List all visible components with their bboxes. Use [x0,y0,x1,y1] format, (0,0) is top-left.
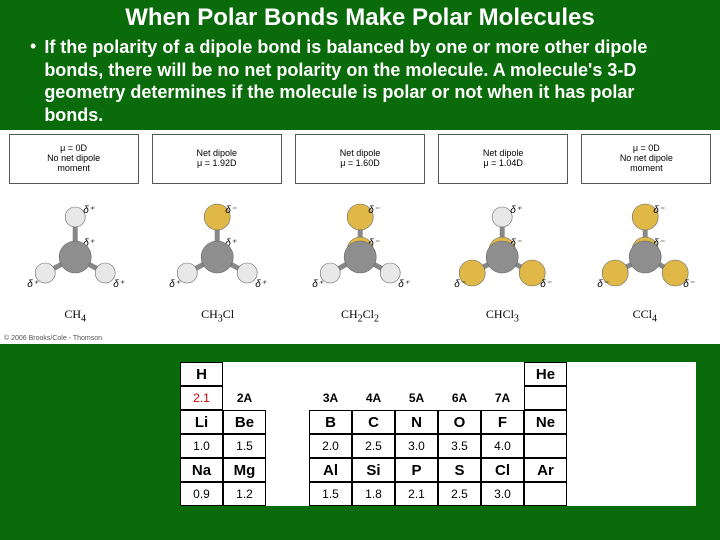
svg-text:δ⁻: δ⁻ [226,205,238,216]
svg-text:δ⁻: δ⁻ [683,279,695,290]
en-Ne-val [524,434,567,458]
svg-text:δ⁺: δ⁺ [398,279,410,290]
en-B-val: 2.0 [309,434,352,458]
molecule-label: CH2Cl2 [341,307,379,324]
en-Be-val: 1.5 [223,434,266,458]
molecule-label: CH3Cl [201,307,234,324]
svg-text:δ⁺: δ⁺ [27,279,39,290]
svg-text:δ⁺: δ⁺ [83,205,95,216]
en-Mg-val: 1.2 [223,482,266,506]
en-P: P [395,458,438,482]
molecule-label: CHCl3 [486,307,519,324]
en-H: H [180,362,223,386]
en-He: He [524,362,567,386]
en-Al-val: 1.5 [309,482,352,506]
en-Ne: Ne [524,410,567,434]
en-N-val: 3.0 [395,434,438,458]
en-Na: Na [180,458,223,482]
svg-text:δ⁻: δ⁻ [454,279,466,290]
en-Ar: Ar [524,458,567,482]
en-row: Li1.0Be1.5 B2.0C2.5N3.0O3.5F4.0Ne [180,410,696,458]
en-F: F [481,410,524,434]
grp-5A: 5A [395,386,438,410]
grp-2A: 2A [223,386,266,410]
slide-title: When Polar Bonds Make Polar Molecules [0,0,720,34]
bullet-row: • If the polarity of a dipole bond is ba… [0,34,720,130]
dipole-box-3: Net dipoleμ = 1.04D [438,134,568,184]
en-row: Na0.9Mg1.2 Al1.5Si1.8P2.1S2.5Cl3.0Ar [180,458,696,506]
en-Cl: Cl [481,458,524,482]
svg-text:δ⁻: δ⁻ [540,279,552,290]
en-Cl-val: 3.0 [481,482,524,506]
molecule-models-row: δ⁺δ⁺δ⁺δ⁺CH4δ⁺δ⁺δ⁺δ⁻CH3Clδ⁻δ⁺δ⁺δ⁻CH2Cl2δ⁻… [0,184,720,324]
en-Li-val: 1.0 [180,434,223,458]
en-C-val: 2.5 [352,434,395,458]
molecule-diagram-strip: μ = 0DNo net dipolemoment Net dipoleμ = 1… [0,130,720,344]
copyright-text: © 2006 Brooks/Cole - Thomson [4,335,102,342]
en-C: C [352,410,395,434]
molecule-label: CH4 [64,307,86,324]
molecule-label: CCl4 [633,307,657,324]
en-P-val: 2.1 [395,482,438,506]
en-H-val: 2.1 [180,386,223,410]
svg-text:δ⁺: δ⁺ [510,205,522,216]
dipole-box-0: μ = 0DNo net dipolemoment [9,134,139,184]
molecule-chcl3: δ⁻δ⁻δ⁻δ⁺CHCl3 [431,184,573,324]
dipole-box-2: Net dipoleμ = 1.60D [295,134,425,184]
svg-text:δ⁺: δ⁺ [170,279,182,290]
en-Na-val: 0.9 [180,482,223,506]
grp-3A: 3A [309,386,352,410]
en-S-val: 2.5 [438,482,481,506]
grp-6A: 6A [438,386,481,410]
dipole-box-1: Net dipoleμ = 1.92D [152,134,282,184]
grp-4A: 4A [352,386,395,410]
svg-text:δ⁻: δ⁻ [653,205,665,216]
dipole-box-4: μ = 0DNo net dipolemoment [581,134,711,184]
dipole-boxes-row: μ = 0DNo net dipolemoment Net dipoleμ = 1… [0,130,720,184]
svg-text:δ⁻: δ⁻ [368,205,380,216]
molecule-ch3cl: δ⁺δ⁺δ⁺δ⁻CH3Cl [146,184,288,324]
en-F-val: 4.0 [481,434,524,458]
en-He-val [524,386,567,410]
en-O: O [438,410,481,434]
molecule-ch4: δ⁺δ⁺δ⁺δ⁺CH4 [4,184,146,324]
en-S: S [438,458,481,482]
en-Si-val: 1.8 [352,482,395,506]
molecule-ccl4: δ⁻δ⁻δ⁻δ⁻CCl4 [574,184,716,324]
en-B: B [309,410,352,434]
svg-text:δ⁻: δ⁻ [597,279,609,290]
en-O-val: 3.5 [438,434,481,458]
electronegativity-table: H2.12A3A4A5A6A7AHeLi1.0Be1.5B2.0C2.5N3.0… [180,362,696,506]
grp-7A: 7A [481,386,524,410]
bullet-text: If the polarity of a dipole bond is bala… [44,36,690,126]
en-Mg: Mg [223,458,266,482]
svg-text:δ⁺: δ⁺ [312,279,324,290]
en-row-0: H2.12A 3A4A5A6A7AHe [180,362,696,410]
en-Al: Al [309,458,352,482]
svg-text:δ⁺: δ⁺ [256,279,268,290]
svg-text:δ⁺: δ⁺ [113,279,125,290]
en-Be: Be [223,410,266,434]
en-Li: Li [180,410,223,434]
bullet-marker: • [30,36,36,126]
en-Si: Si [352,458,395,482]
en-N: N [395,410,438,434]
en-Ar-val [524,482,567,506]
molecule-ch2cl2: δ⁻δ⁺δ⁺δ⁻CH2Cl2 [289,184,431,324]
